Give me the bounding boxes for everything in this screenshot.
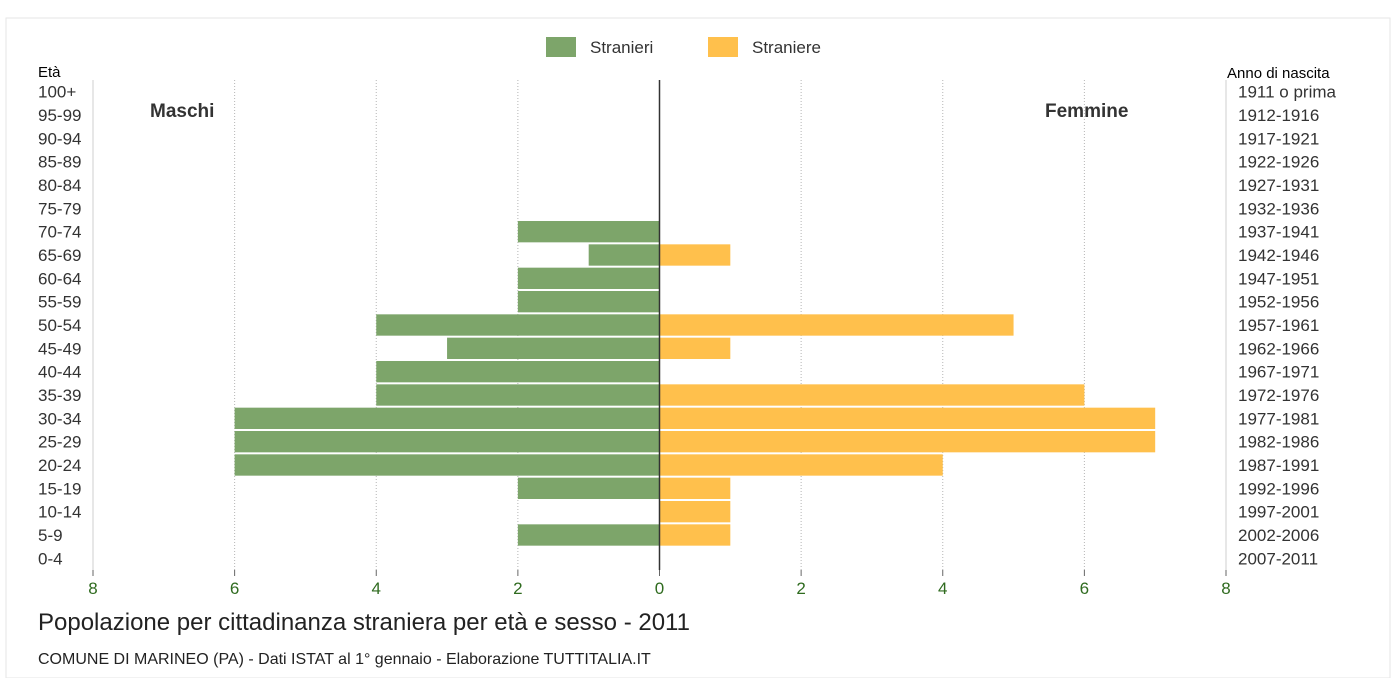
birth-year-label: 1927-1931 <box>1238 176 1319 195</box>
x-tick-label: 8 <box>1221 579 1230 598</box>
x-tick-label: 6 <box>230 579 239 598</box>
birth-year-label: 1977-1981 <box>1238 409 1319 428</box>
legend: Stranieri Straniere <box>546 37 821 57</box>
age-tick-label: 15-19 <box>38 479 81 498</box>
legend-label: Stranieri <box>590 38 653 57</box>
bar-female <box>659 407 1156 429</box>
x-tick-label: 4 <box>372 579 381 598</box>
bar-male <box>234 431 660 453</box>
bar-male <box>234 454 660 476</box>
bar-male <box>517 291 660 313</box>
birth-year-label: 1942-1946 <box>1238 246 1319 265</box>
x-tick-label: 8 <box>88 579 97 598</box>
bar-male <box>517 267 660 289</box>
bar-male <box>447 337 660 359</box>
birth-year-label: 1917-1921 <box>1238 129 1319 148</box>
bar-female <box>659 501 731 523</box>
bar-male <box>376 314 660 336</box>
bar-male <box>376 384 660 406</box>
bar-female <box>659 314 1014 336</box>
axes: 100+ 95-99 90-94 85-89 80-84 75-79 70-74 65-69 6… <box>38 80 1337 598</box>
bar-male <box>517 477 660 499</box>
x-tick-label: 2 <box>513 579 522 598</box>
birth-year-label: 1992-1996 <box>1238 479 1319 498</box>
left-axis-title: Età <box>38 64 61 81</box>
age-tick-label: 60-64 <box>38 269 81 288</box>
age-tick-label: 95-99 <box>38 106 81 125</box>
birth-year-label: 1932-1936 <box>1238 199 1319 218</box>
age-tick-label: 70-74 <box>38 223 81 242</box>
bar-female <box>659 384 1085 406</box>
chart-title: Popolazione per cittadinanza straniera p… <box>38 609 690 636</box>
age-tick-label: 10-14 <box>38 503 81 522</box>
age-tick-label: 45-49 <box>38 339 81 358</box>
bar-female <box>659 431 1156 453</box>
bar-female <box>659 337 731 359</box>
birth-year-label: 1912-1916 <box>1238 106 1319 125</box>
x-tick-label: 2 <box>796 579 805 598</box>
bar-female <box>659 524 731 546</box>
bar-female <box>659 477 731 499</box>
age-tick-label: 100+ <box>38 83 76 102</box>
birth-year-label: 1972-1976 <box>1238 386 1319 405</box>
birth-year-label: 1967-1971 <box>1238 363 1319 382</box>
bar-male <box>588 244 660 266</box>
legend-label: Straniere <box>752 38 821 57</box>
bar-male <box>234 407 660 429</box>
birth-year-label: 2007-2011 <box>1238 549 1318 568</box>
age-tick-label: 30-34 <box>38 409 81 428</box>
bar-male <box>376 361 660 383</box>
birth-year-label: 1987-1991 <box>1238 456 1319 475</box>
birth-year-label: 1922-1926 <box>1238 153 1319 172</box>
birth-year-label: 2002-2006 <box>1238 526 1319 545</box>
x-tick-label: 6 <box>1080 579 1089 598</box>
birth-year-label: 1911 o prima <box>1238 83 1337 102</box>
bar-male <box>517 221 660 243</box>
bar-female <box>659 454 943 476</box>
age-tick-label: 35-39 <box>38 386 81 405</box>
age-tick-label: 40-44 <box>38 363 81 382</box>
bars <box>234 221 1156 546</box>
x-tick-label: 4 <box>938 579 947 598</box>
age-tick-label: 20-24 <box>38 456 81 475</box>
age-tick-label: 75-79 <box>38 199 81 218</box>
age-tick-label: 90-94 <box>38 129 81 148</box>
birth-year-label: 1962-1966 <box>1238 339 1319 358</box>
males-label: Maschi <box>150 101 214 122</box>
age-tick-label: 55-59 <box>38 293 81 312</box>
age-tick-label: 80-84 <box>38 176 81 195</box>
birth-year-label: 1982-1986 <box>1238 433 1319 452</box>
birth-year-label: 1957-1961 <box>1238 316 1319 335</box>
age-tick-label: 50-54 <box>38 316 81 335</box>
x-tick-label: 0 <box>655 579 664 598</box>
legend-swatch <box>708 37 738 57</box>
age-tick-label: 5-9 <box>38 526 63 545</box>
right-axis-title: Anno di nascita <box>1227 65 1330 82</box>
age-tick-label: 0-4 <box>38 549 63 568</box>
bar-female <box>659 244 731 266</box>
birth-year-label: 1947-1951 <box>1238 269 1319 288</box>
females-label: Femmine <box>1045 101 1128 122</box>
birth-year-label: 1937-1941 <box>1238 223 1319 242</box>
legend-swatch <box>546 37 576 57</box>
birth-year-label: 1997-2001 <box>1238 503 1319 522</box>
chart-subtitle: COMUNE DI MARINEO (PA) - Dati ISTAT al 1… <box>38 651 651 668</box>
age-tick-label: 65-69 <box>38 246 81 265</box>
birth-year-label: 1952-1956 <box>1238 293 1319 312</box>
age-tick-label: 25-29 <box>38 433 81 452</box>
age-tick-label: 85-89 <box>38 153 81 172</box>
bar-male <box>517 524 660 546</box>
